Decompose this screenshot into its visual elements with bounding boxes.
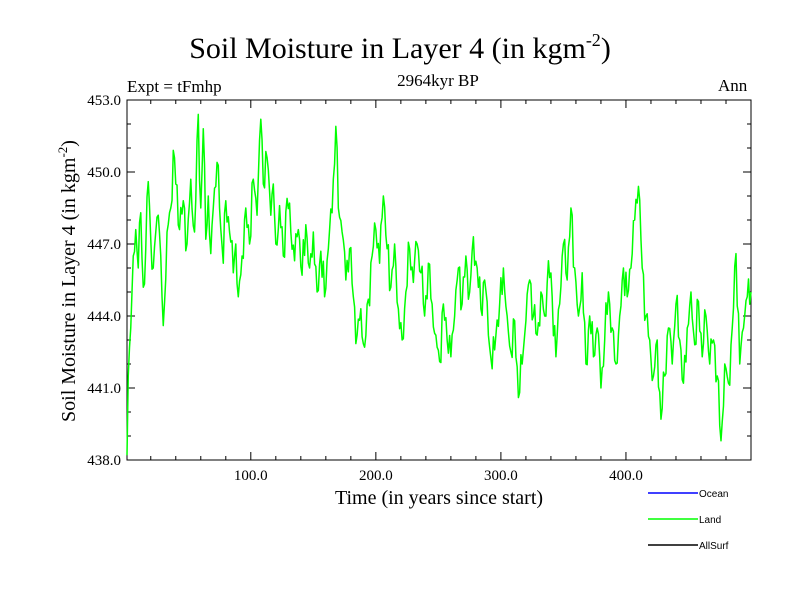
y-tick-label: 438.0 bbox=[87, 453, 121, 469]
x-tick-label: 200.0 bbox=[359, 468, 393, 484]
legend: Ocean Land AllSurf bbox=[648, 489, 729, 552]
y-tick-label: 444.0 bbox=[87, 309, 121, 325]
x-tick-label: 100.0 bbox=[234, 468, 268, 484]
y-tick-label: 450.0 bbox=[87, 165, 121, 181]
chart-subtitle: 2964kyr BP bbox=[397, 71, 479, 90]
chart-title: Soil Moisture in Layer 4 (in kgm-2) bbox=[189, 30, 611, 65]
experiment-label: Expt = tFmhp bbox=[127, 77, 222, 96]
y-tick-label: 453.0 bbox=[87, 93, 121, 109]
legend-label-ocean: Ocean bbox=[699, 489, 728, 500]
x-tick-label: 400.0 bbox=[609, 468, 643, 484]
series-layer bbox=[126, 113, 752, 456]
x-tick-label: 300.0 bbox=[484, 468, 518, 484]
season-label: Ann bbox=[718, 76, 748, 95]
axis-ticks: 438.0 441.0 444.0 447.0 450.0 453.0 100.0 200.0… bbox=[87, 93, 751, 484]
legend-label-land: Land bbox=[699, 515, 721, 526]
y-axis-title: Soil Moisture in Layer 4 (in kgm-2) bbox=[55, 140, 80, 422]
legend-label-allsurf: AllSurf bbox=[699, 541, 729, 552]
plot-frame bbox=[126, 99, 752, 461]
series-line-land bbox=[126, 113, 752, 456]
y-tick-label: 441.0 bbox=[87, 381, 121, 397]
x-axis-title: Time (in years since start) bbox=[335, 487, 543, 509]
y-tick-label: 447.0 bbox=[87, 237, 121, 253]
